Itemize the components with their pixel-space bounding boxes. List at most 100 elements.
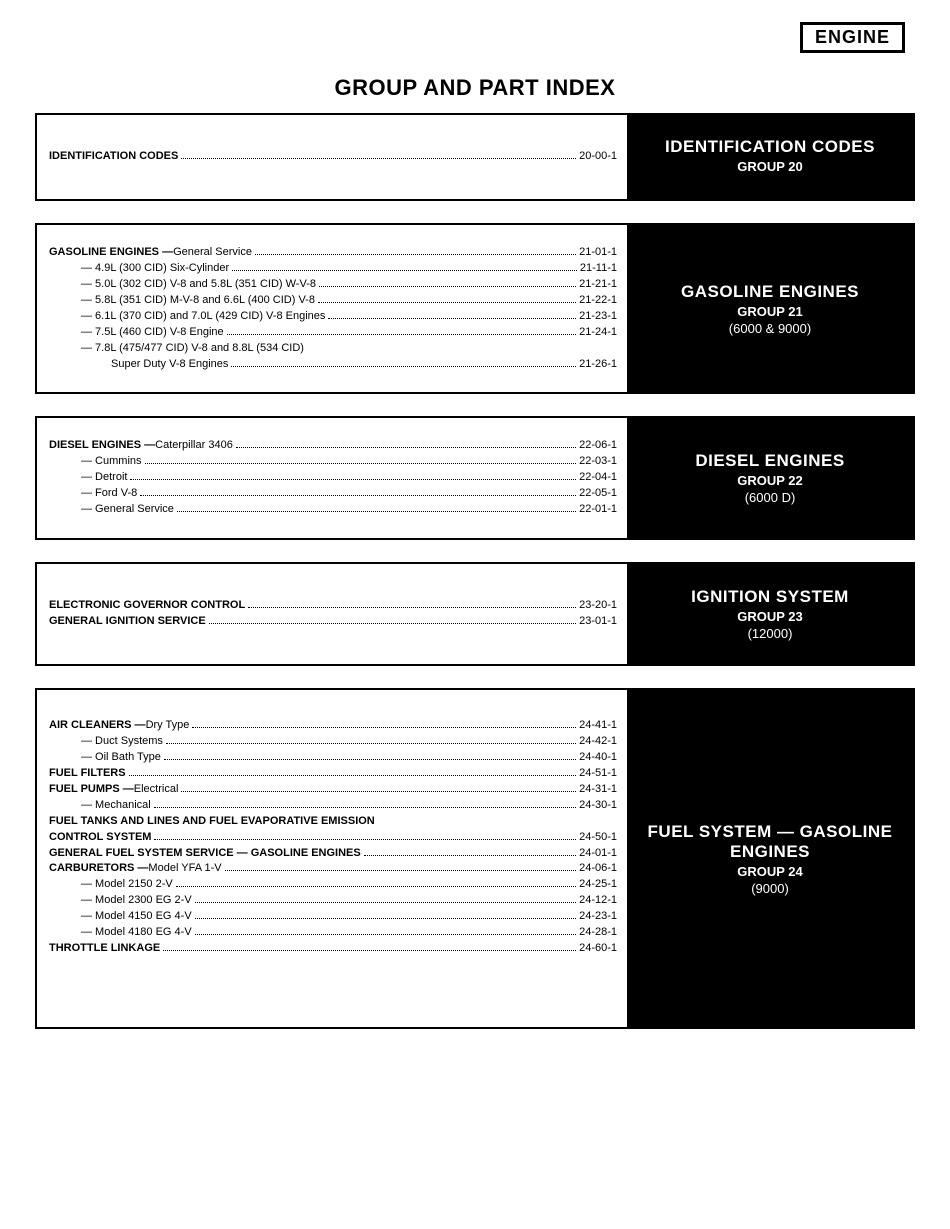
leader-dots — [318, 294, 576, 303]
leader-dots — [225, 863, 576, 872]
index-entry: — Detroit 22-04-1 — [49, 470, 617, 486]
entry-page: 22-03-1 — [579, 454, 617, 470]
index-entry: AIR CLEANERS — Dry Type 24-41-1 — [49, 718, 617, 734]
entry-label: — Duct Systems — [81, 734, 163, 750]
leader-dots — [145, 456, 577, 465]
section-header-block: DIESEL ENGINESGROUP 22(6000 D) — [627, 418, 913, 538]
entry-label-after: Dry Type — [146, 718, 190, 734]
section-sub: (12000) — [748, 626, 793, 641]
entry-label: — 6.1L (370 CID) and 7.0L (429 CID) V-8 … — [81, 309, 325, 325]
index-entry: — Ford V-8 22-05-1 — [49, 486, 617, 502]
entry-page: 24-28-1 — [579, 925, 617, 941]
index-section: ELECTRONIC GOVERNOR CONTROL23-20-1GENERA… — [35, 562, 915, 666]
entry-label: — Oil Bath Type — [81, 750, 161, 766]
section-entries: IDENTIFICATION CODES 20-00-1 — [37, 115, 627, 199]
index-entry: — Oil Bath Type24-40-1 — [49, 750, 617, 766]
index-entry: IDENTIFICATION CODES 20-00-1 — [49, 149, 617, 165]
leader-dots — [129, 767, 576, 776]
index-entry: GASOLINE ENGINES — General Service21-01-… — [49, 245, 617, 261]
entry-label: — Ford V-8 — [81, 486, 137, 502]
entry-label: GASOLINE ENGINES — — [49, 245, 173, 261]
leader-dots — [154, 831, 576, 840]
leader-dots — [176, 879, 576, 888]
section-entries: AIR CLEANERS — Dry Type24-41-1— Duct Sys… — [37, 690, 627, 1027]
entry-label: AIR CLEANERS — — [49, 718, 146, 734]
section-title: FUEL SYSTEM — GASOLINE ENGINES — [632, 822, 908, 862]
entry-page: 20-00-1 — [579, 149, 617, 165]
entry-label: — Mechanical — [81, 798, 151, 814]
entry-page: 24-06-1 — [579, 861, 617, 877]
entry-label: — Detroit — [81, 470, 127, 486]
section-sub: (6000 & 9000) — [729, 321, 811, 336]
section-entries: DIESEL ENGINES — Caterpillar 340622-06-1… — [37, 418, 627, 538]
index-entry: — Model 2300 EG 2-V 24-12-1 — [49, 893, 617, 909]
index-entry: — 5.8L (351 CID) M-V-8 and 6.6L (400 CID… — [49, 293, 617, 309]
index-entry: — Model 2150 2-V24-25-1 — [49, 877, 617, 893]
entry-label: — Cummins — [81, 454, 142, 470]
leader-dots — [177, 504, 576, 513]
index-entry: — 4.9L (300 CID) Six-Cylinder21-11-1 — [49, 261, 617, 277]
leader-dots — [364, 847, 576, 856]
entry-label: IDENTIFICATION CODES — [49, 149, 178, 165]
entry-page: 24-50-1 — [579, 830, 617, 846]
entry-page: 24-23-1 — [579, 909, 617, 925]
leader-dots — [166, 735, 576, 744]
entry-label: THROTTLE LINKAGE — [49, 941, 160, 957]
leader-dots — [181, 783, 576, 792]
entry-label-after: Caterpillar 3406 — [155, 438, 233, 454]
leader-dots — [192, 719, 576, 728]
index-entry: — Model 4150 EG 4-V 24-23-1 — [49, 909, 617, 925]
index-entry: — Cummins 22-03-1 — [49, 454, 617, 470]
entry-label: FUEL TANKS AND LINES AND FUEL EVAPORATIV… — [49, 814, 375, 830]
leader-dots — [195, 927, 576, 936]
entry-page: 24-12-1 — [579, 893, 617, 909]
leader-dots — [232, 262, 577, 271]
entry-label: — General Service — [81, 502, 174, 518]
index-entry: — 7.8L (475/477 CID) V-8 and 8.8L (534 C… — [49, 341, 617, 357]
index-section: IDENTIFICATION CODES20-00-1IDENTIFICATIO… — [35, 113, 915, 201]
entry-label: — Model 4150 EG 4-V — [81, 909, 192, 925]
leader-dots — [328, 310, 576, 319]
page-container: ENGINE GROUP AND PART INDEX IDENTIFICATI… — [0, 0, 950, 1091]
entry-page: 21-26-1 — [579, 357, 617, 373]
entry-label: CONTROL SYSTEM — [49, 830, 151, 846]
entry-label: GENERAL IGNITION SERVICE — [49, 614, 206, 630]
section-title: IDENTIFICATION CODES — [665, 137, 875, 157]
section-group: GROUP 21 — [737, 304, 803, 319]
section-entries: GASOLINE ENGINES — General Service21-01-… — [37, 225, 627, 393]
index-entry: GENERAL FUEL SYSTEM SERVICE — GASOLINE E… — [49, 846, 617, 862]
entry-page: 22-04-1 — [579, 470, 617, 486]
entry-label: CARBURETORS — — [49, 861, 148, 877]
section-title: DIESEL ENGINES — [695, 451, 844, 471]
entry-label: FUEL FILTERS — [49, 766, 126, 782]
entry-page: 22-06-1 — [579, 438, 617, 454]
entry-label: GENERAL FUEL SYSTEM SERVICE — GASOLINE E… — [49, 846, 361, 862]
entry-page: 23-20-1 — [579, 598, 617, 614]
entry-label: — Model 2300 EG 2-V — [81, 893, 192, 909]
entry-page: 21-24-1 — [579, 325, 617, 341]
index-entry: GENERAL IGNITION SERVICE 23-01-1 — [49, 614, 617, 630]
entry-label: — 7.5L (460 CID) V-8 Engine — [81, 325, 224, 341]
index-entry: FUEL TANKS AND LINES AND FUEL EVAPORATIV… — [49, 814, 617, 830]
section-sub: (9000) — [751, 881, 789, 896]
entry-page: 24-41-1 — [579, 718, 617, 734]
index-entry: — Model 4180 EG 4-V24-28-1 — [49, 925, 617, 941]
leader-dots — [195, 895, 576, 904]
leader-dots — [164, 751, 576, 760]
index-entry: — 7.5L (460 CID) V-8 Engine 21-24-1 — [49, 325, 617, 341]
entry-page: 23-01-1 — [579, 614, 617, 630]
entry-label: Super Duty V-8 Engines — [111, 357, 228, 373]
entry-label-after: Electrical — [134, 782, 179, 798]
entry-page: 21-11-1 — [580, 261, 617, 277]
section-header-block: GASOLINE ENGINESGROUP 21(6000 & 9000) — [627, 225, 913, 393]
index-entry: — 5.0L (302 CID) V-8 and 5.8L (351 CID) … — [49, 277, 617, 293]
entry-page: 22-05-1 — [579, 486, 617, 502]
section-group: GROUP 23 — [737, 609, 803, 624]
engine-badge: ENGINE — [800, 22, 905, 53]
index-entry: — Duct Systems24-42-1 — [49, 734, 617, 750]
leader-dots — [255, 246, 576, 255]
index-entry: — 6.1L (370 CID) and 7.0L (429 CID) V-8 … — [49, 309, 617, 325]
index-entry: THROTTLE LINKAGE24-60-1 — [49, 941, 617, 957]
leader-dots — [140, 488, 576, 497]
section-entries: ELECTRONIC GOVERNOR CONTROL23-20-1GENERA… — [37, 564, 627, 664]
